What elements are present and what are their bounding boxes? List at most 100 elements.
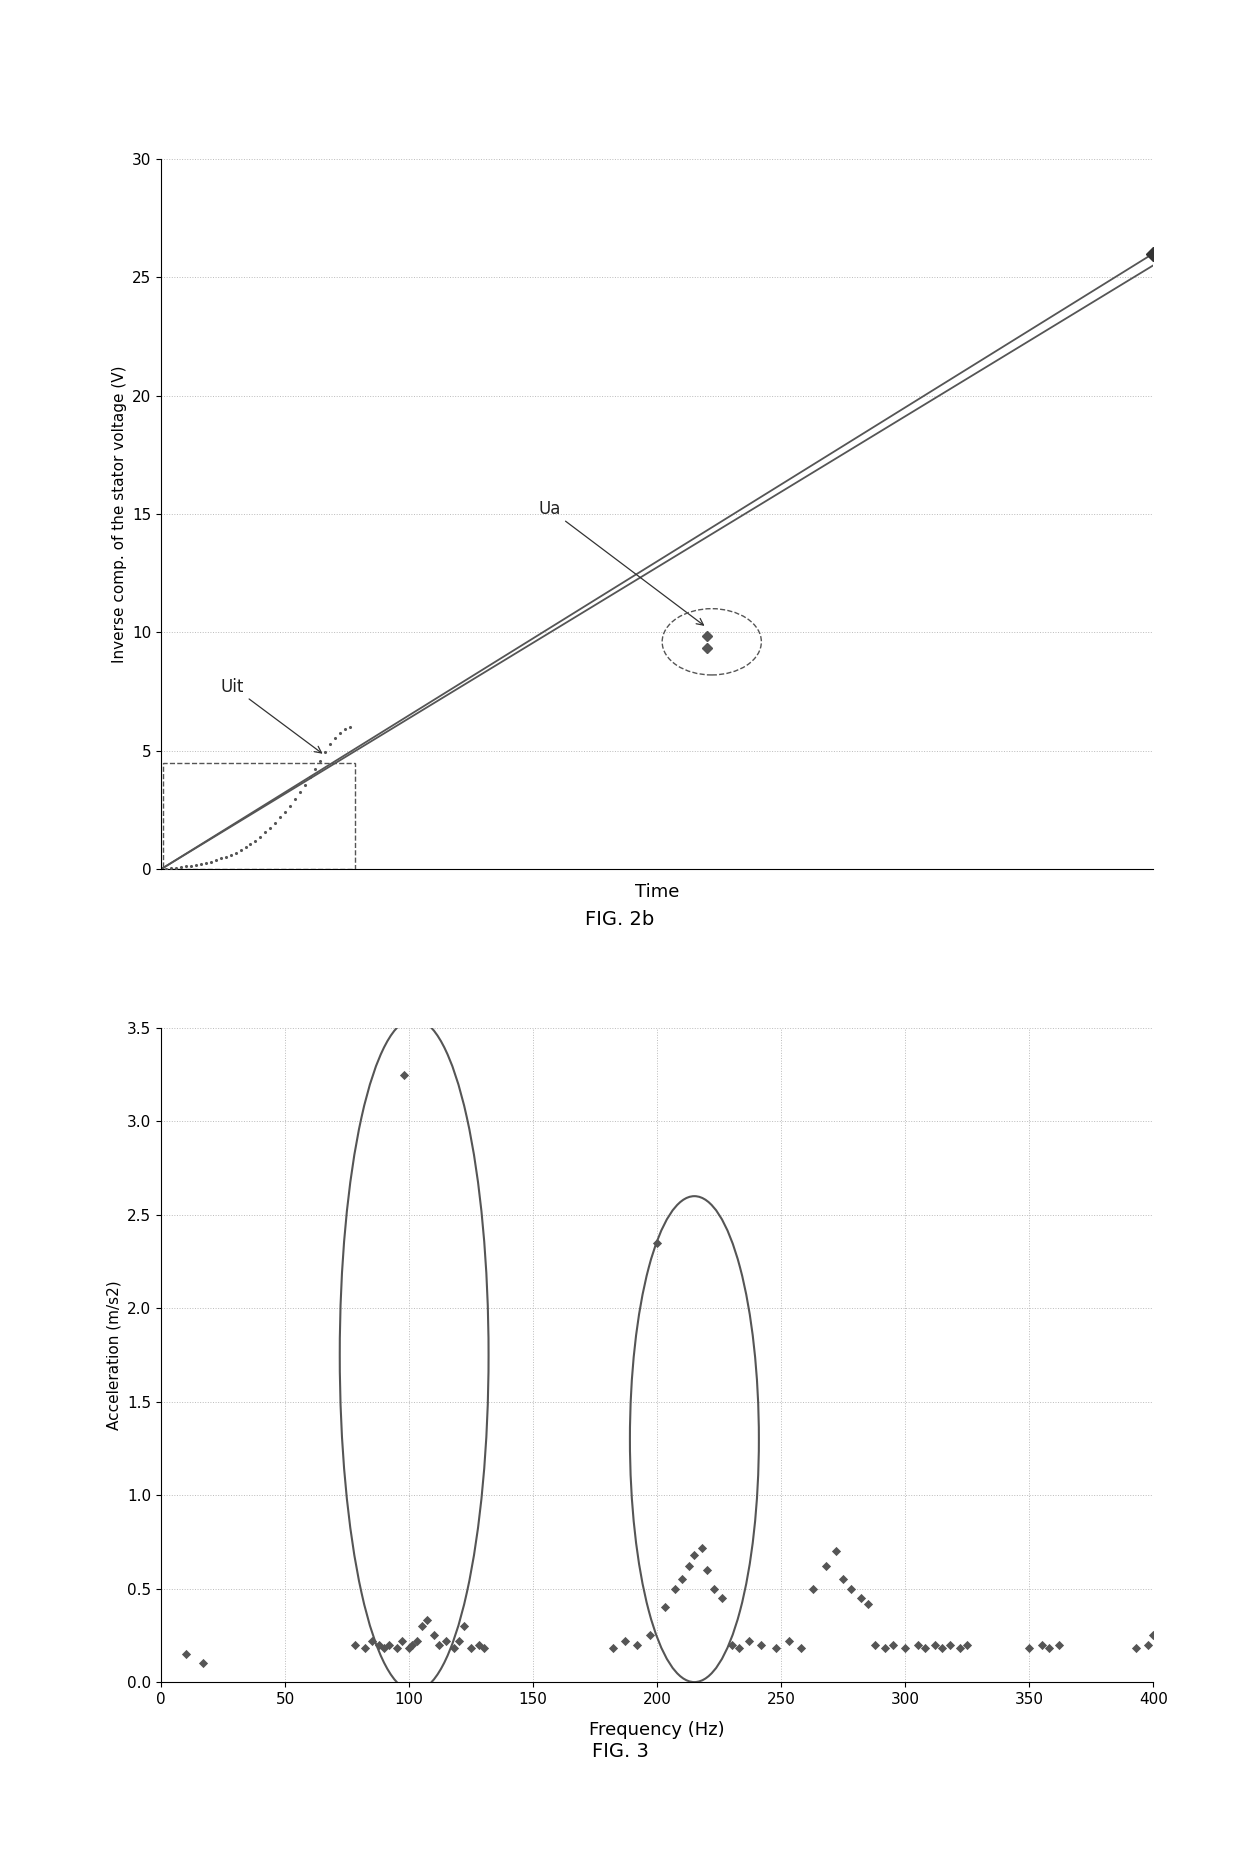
Point <box>362 1626 382 1656</box>
Point <box>474 1634 494 1663</box>
Point <box>461 1634 481 1663</box>
X-axis label: Time: Time <box>635 882 680 901</box>
Point <box>1019 1634 1039 1663</box>
Point <box>206 845 226 875</box>
Point <box>429 1630 449 1660</box>
Point <box>692 1533 712 1562</box>
Point <box>221 839 241 869</box>
Point <box>226 837 246 867</box>
Point <box>345 1630 365 1660</box>
Point <box>305 755 325 785</box>
Point <box>330 718 350 748</box>
Point <box>766 1634 786 1663</box>
Point <box>940 1630 960 1660</box>
Point <box>1126 1634 1146 1663</box>
Point <box>193 1648 213 1678</box>
Point <box>424 1620 444 1650</box>
Point <box>1049 1630 1069 1660</box>
Point <box>176 850 196 880</box>
Point <box>171 852 191 882</box>
Point <box>791 1634 811 1663</box>
Y-axis label: Acceleration (m/s2): Acceleration (m/s2) <box>107 1280 122 1430</box>
Point <box>260 813 280 843</box>
Point <box>295 770 315 800</box>
Point <box>684 1540 704 1570</box>
Point <box>394 1060 414 1090</box>
Point <box>672 1564 692 1594</box>
Point <box>191 849 211 878</box>
Point <box>231 835 250 865</box>
Point <box>407 1626 427 1656</box>
Point <box>379 1630 399 1660</box>
Text: Uit: Uit <box>221 678 321 753</box>
Point <box>469 1630 489 1660</box>
Point <box>417 1605 436 1635</box>
X-axis label: Frequency (Hz): Frequency (Hz) <box>589 1721 725 1738</box>
Point <box>729 1634 749 1663</box>
Point <box>335 714 355 744</box>
Point <box>1138 1630 1158 1660</box>
Point <box>655 1592 675 1622</box>
Point <box>680 1551 699 1581</box>
Point <box>392 1626 412 1656</box>
Point <box>704 1574 724 1604</box>
Point <box>1143 1620 1163 1650</box>
Point <box>374 1634 394 1663</box>
Point <box>436 1626 456 1656</box>
Point <box>265 807 285 837</box>
Text: FIG. 2b: FIG. 2b <box>585 910 655 929</box>
Point <box>449 1626 469 1656</box>
Point <box>851 1583 870 1613</box>
Point <box>161 852 181 882</box>
Point <box>315 736 335 766</box>
Point <box>908 1630 928 1660</box>
Point <box>255 817 275 847</box>
Point <box>833 1564 853 1594</box>
Point <box>712 1583 732 1613</box>
Point <box>858 1589 878 1619</box>
Point <box>387 1634 407 1663</box>
Point <box>1032 1630 1052 1660</box>
Point <box>950 1634 970 1663</box>
Point <box>932 1634 952 1663</box>
Point <box>751 1630 771 1660</box>
Point <box>201 847 221 877</box>
Point <box>412 1611 432 1641</box>
Point <box>196 849 216 878</box>
Point <box>925 1630 945 1660</box>
Point <box>895 1634 915 1663</box>
Point <box>340 712 360 742</box>
Point <box>241 830 260 860</box>
Point <box>211 843 231 873</box>
Point <box>883 1630 903 1660</box>
Point <box>816 1551 836 1581</box>
Point <box>915 1634 935 1663</box>
Point <box>250 822 270 852</box>
Point <box>826 1536 846 1566</box>
Point <box>176 1639 196 1669</box>
Point <box>280 791 300 820</box>
Point <box>325 723 345 753</box>
Point <box>166 852 186 882</box>
Point <box>647 1228 667 1258</box>
Point <box>370 1630 389 1660</box>
Point <box>246 826 265 856</box>
Y-axis label: Inverse comp. of the stator voltage (V): Inverse comp. of the stator voltage (V) <box>112 364 126 663</box>
Point <box>399 1634 419 1663</box>
Point <box>186 850 206 880</box>
Point <box>640 1620 660 1650</box>
Point <box>156 854 176 884</box>
Point <box>957 1630 977 1660</box>
Point <box>875 1634 895 1663</box>
Bar <box>164 763 355 869</box>
Text: Ua: Ua <box>538 501 703 624</box>
Point <box>454 1611 474 1641</box>
Point <box>290 778 310 807</box>
Point <box>236 832 255 862</box>
Point <box>1039 1634 1059 1663</box>
Point <box>866 1630 885 1660</box>
Text: FIG. 3: FIG. 3 <box>591 1742 649 1761</box>
Point <box>270 802 290 832</box>
Point <box>665 1574 684 1604</box>
Point <box>275 796 295 826</box>
